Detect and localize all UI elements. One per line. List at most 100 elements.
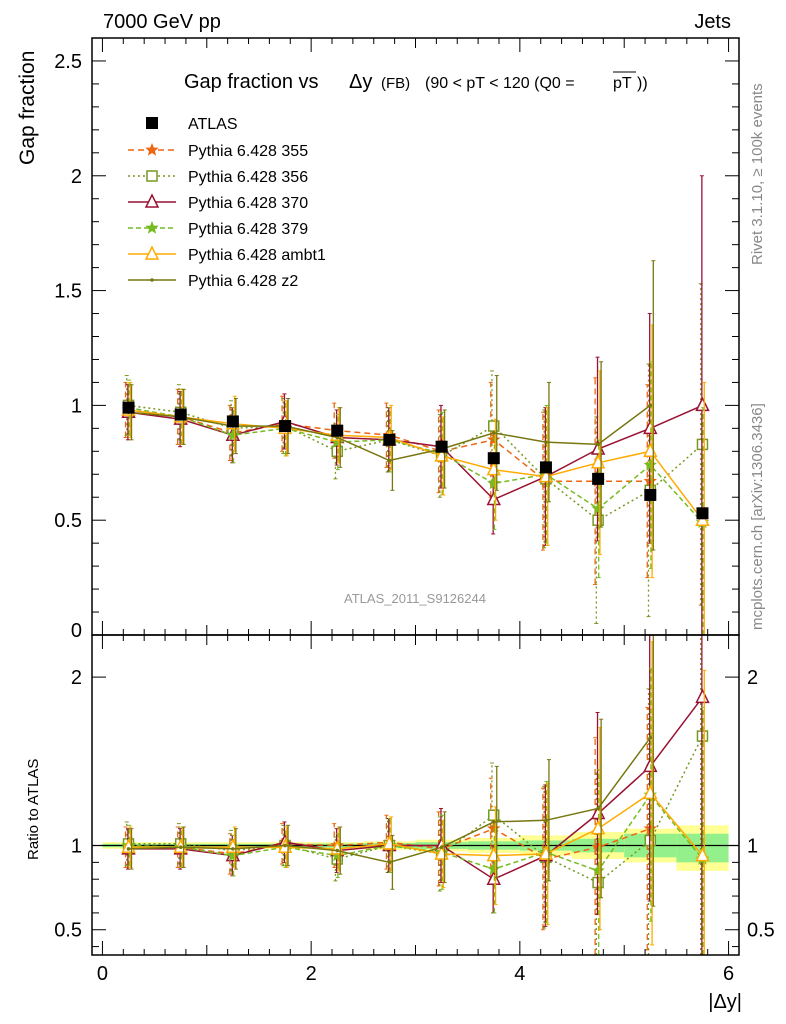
main-point-5-9	[596, 442, 600, 447]
main-ytick-label-3: 2	[71, 166, 82, 188]
legend-label-3: Pythia 6.428 379	[188, 221, 308, 238]
atlas-point-9	[592, 472, 605, 485]
legend-marker-5	[150, 278, 154, 282]
ratio-xtick-label-3: 6	[723, 963, 734, 985]
axes-ticks: 0.5 1 1.5 2 2.5 0 0.5 0.5 1 1 2 2 0 2 4 6	[54, 38, 775, 985]
title-variable: Δy	[349, 71, 372, 93]
ratio-point-4-10	[643, 784, 658, 800]
main-panel	[121, 175, 710, 636]
ratio-point-4-11	[695, 846, 710, 862]
legend-marker-2	[144, 193, 160, 208]
main-point-5-5	[387, 458, 392, 463]
ratio-point-5-2	[231, 847, 235, 851]
ratio-point-5-0	[126, 847, 131, 851]
main-point-5-7	[491, 431, 496, 435]
main-point-1-7	[488, 420, 500, 432]
legend-label-1: Pythia 6.428 356	[188, 169, 308, 186]
ratio-point-4-9	[590, 820, 606, 835]
ratio-line-1	[128, 735, 704, 884]
ratio-point-5-9	[596, 806, 600, 811]
title-range: (90 < pT < 120 (Q0 =	[425, 75, 575, 92]
ratio-point-3-7	[487, 862, 501, 875]
ratio-point-5-8	[544, 818, 548, 823]
legend-marker-atlas	[146, 117, 158, 129]
ratio-series-4	[121, 641, 710, 956]
rivet-version-label: Rivet 3.1.10, ≥ 100k events	[749, 83, 766, 265]
main-ytick-label-zero: 0	[71, 620, 82, 642]
ratio-point-5-7	[491, 820, 496, 824]
atlas-point-1	[174, 408, 187, 421]
atlas-point-8	[539, 461, 552, 474]
main-line-1	[128, 404, 703, 522]
main-point-3-9	[591, 501, 605, 515]
legend-label-2: Pythia 6.428 370	[188, 195, 308, 212]
atlas-point-10	[644, 488, 657, 501]
title-pt: pT	[613, 75, 632, 92]
analysis-watermark: ATLAS_2011_S9126244	[344, 591, 486, 606]
ratio-ytick-label-right-2: 2	[747, 667, 758, 689]
ratio-point-5-1	[178, 845, 183, 850]
ratio-line-4	[128, 792, 704, 857]
title-main: Gap fraction vs	[184, 71, 319, 93]
ratio-ylabel: Ratio to ATLAS	[25, 759, 42, 860]
process-label: Jets	[694, 11, 731, 33]
atlas-point-2	[226, 415, 239, 428]
legend-label-5: Pythia 6.428 z2	[188, 273, 298, 290]
atlas-point-7	[487, 452, 500, 465]
main-line-4	[128, 409, 704, 521]
main-line-3	[128, 406, 704, 524]
legend: ATLAS Pythia 6.428 355 Pythia 6.428 356 Py…	[128, 116, 326, 290]
ratio-xtick-label-1: 2	[306, 963, 317, 985]
legend-marker-4	[144, 245, 160, 260]
ratio-ytick-label-left-1: 1	[71, 836, 82, 858]
ratio-point-2-11	[695, 688, 710, 704]
main-series-2	[121, 175, 710, 636]
main-point-3-2	[226, 428, 240, 441]
legend-label-atlas: ATLAS	[188, 116, 238, 133]
main-ytick-label-4: 2.5	[54, 51, 82, 73]
ratio-ytick-label-left-0: 0.5	[54, 920, 82, 942]
main-point-4-10	[643, 442, 658, 458]
ratio-series-5	[126, 634, 656, 907]
main-series-1	[122, 283, 709, 625]
ratio-series-2	[121, 634, 710, 956]
ratio-point-5-4	[335, 848, 340, 853]
ratio-frame	[91, 634, 740, 956]
ratio-series-1	[122, 634, 709, 956]
ratio-panel	[121, 634, 710, 956]
ratio-ytick-label-right-1: 1	[747, 836, 758, 858]
main-line-2	[128, 404, 703, 501]
mcplots-label: mcplots.cern.ch [arXiv:1306.3436]	[749, 403, 766, 630]
ratio-ytick-label-right-0: 0.5	[747, 920, 775, 942]
legend-marker-3	[145, 220, 159, 234]
atlas-point-5	[383, 433, 396, 446]
main-point-3-7	[487, 476, 501, 490]
ratio-point-5-10	[648, 735, 653, 740]
ratio-point-3-2	[226, 848, 240, 862]
main-series-4	[121, 324, 710, 636]
ratio-xtick-label-0: 0	[97, 963, 108, 985]
ratio-point-5-3	[283, 843, 287, 848]
main-point-3-10	[643, 457, 658, 471]
title-close: ))	[637, 75, 648, 92]
legend-label-4: Pythia 6.428 ambt1	[188, 247, 326, 264]
ratio-point-5-5	[387, 860, 392, 865]
atlas-point-11	[696, 507, 709, 520]
main-ytick-label-0: 0.5	[54, 510, 82, 532]
atlas-point-0	[122, 401, 135, 414]
plot-title: Gap fraction vs Δy (FB) (90 < pT < 120 (…	[184, 71, 648, 93]
main-ytick-label-2: 1.5	[54, 281, 82, 303]
ratio-point-3-9	[591, 863, 605, 877]
main-ytick-label-1: 1	[71, 395, 82, 417]
main-point-5-8	[544, 440, 548, 444]
legend-marker-0	[145, 142, 159, 156]
ratio-xlabel: |Δy|	[708, 991, 742, 1013]
atlas-point-4	[331, 424, 344, 437]
title-fb: (FB)	[381, 75, 410, 92]
ratio-series-3	[121, 668, 710, 956]
main-point-5-10	[648, 403, 653, 408]
legend-label-0: Pythia 6.428 355	[188, 143, 308, 160]
energy-label: 7000 GeV pp	[103, 11, 221, 33]
atlas-point-3	[279, 420, 292, 433]
